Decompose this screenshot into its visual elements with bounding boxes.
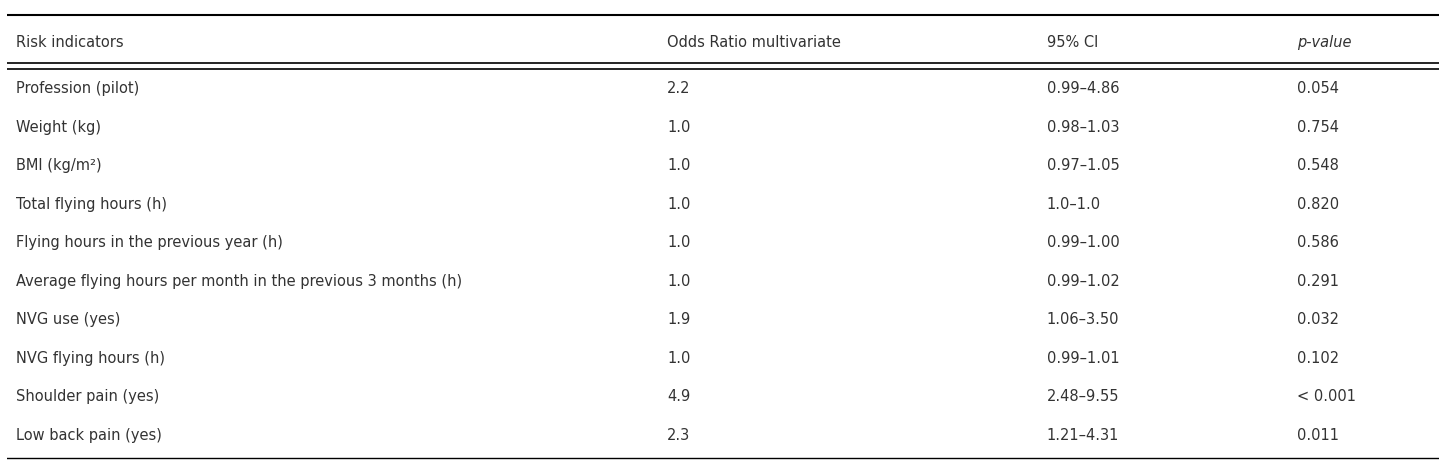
Text: Profession (pilot): Profession (pilot)	[16, 81, 138, 96]
Text: 1.21–4.31: 1.21–4.31	[1047, 427, 1119, 442]
Text: 0.98–1.03: 0.98–1.03	[1047, 119, 1119, 135]
Text: 95% CI: 95% CI	[1047, 35, 1099, 50]
Text: NVG use (yes): NVG use (yes)	[16, 312, 120, 327]
Text: 2.48–9.55: 2.48–9.55	[1047, 388, 1119, 404]
Text: Total flying hours (h): Total flying hours (h)	[16, 196, 167, 212]
Text: 0.99–1.00: 0.99–1.00	[1047, 235, 1119, 250]
Text: 0.291: 0.291	[1298, 273, 1340, 288]
Text: Low back pain (yes): Low back pain (yes)	[16, 427, 162, 442]
Text: NVG flying hours (h): NVG flying hours (h)	[16, 350, 164, 365]
Text: 4.9: 4.9	[668, 388, 691, 404]
Text: p-value: p-value	[1298, 35, 1351, 50]
Text: Average flying hours per month in the previous 3 months (h): Average flying hours per month in the pr…	[16, 273, 461, 288]
Text: Flying hours in the previous year (h): Flying hours in the previous year (h)	[16, 235, 283, 250]
Text: 0.102: 0.102	[1298, 350, 1340, 365]
Text: 2.3: 2.3	[668, 427, 691, 442]
Text: 1.0: 1.0	[668, 235, 691, 250]
Text: 0.99–1.01: 0.99–1.01	[1047, 350, 1119, 365]
Text: 0.820: 0.820	[1298, 196, 1340, 212]
Text: Weight (kg): Weight (kg)	[16, 119, 101, 135]
Text: 0.054: 0.054	[1298, 81, 1340, 96]
Text: 0.99–1.02: 0.99–1.02	[1047, 273, 1119, 288]
Text: 0.754: 0.754	[1298, 119, 1340, 135]
Text: BMI (kg/m²): BMI (kg/m²)	[16, 158, 101, 173]
Text: 0.032: 0.032	[1298, 312, 1340, 327]
Text: 1.0–1.0: 1.0–1.0	[1047, 196, 1100, 212]
Text: 1.0: 1.0	[668, 196, 691, 212]
Text: 2.2: 2.2	[668, 81, 691, 96]
Text: 1.0: 1.0	[668, 350, 691, 365]
Text: Odds Ratio multivariate: Odds Ratio multivariate	[668, 35, 841, 50]
Text: 1.0: 1.0	[668, 273, 691, 288]
Text: 1.9: 1.9	[668, 312, 691, 327]
Text: 1.0: 1.0	[668, 158, 691, 173]
Text: 1.0: 1.0	[668, 119, 691, 135]
Text: Shoulder pain (yes): Shoulder pain (yes)	[16, 388, 159, 404]
Text: 0.97–1.05: 0.97–1.05	[1047, 158, 1119, 173]
Text: 0.586: 0.586	[1298, 235, 1340, 250]
Text: 0.548: 0.548	[1298, 158, 1340, 173]
Text: < 0.001: < 0.001	[1298, 388, 1357, 404]
Text: 1.06–3.50: 1.06–3.50	[1047, 312, 1119, 327]
Text: 0.011: 0.011	[1298, 427, 1340, 442]
Text: Risk indicators: Risk indicators	[16, 35, 124, 50]
Text: 0.99–4.86: 0.99–4.86	[1047, 81, 1119, 96]
